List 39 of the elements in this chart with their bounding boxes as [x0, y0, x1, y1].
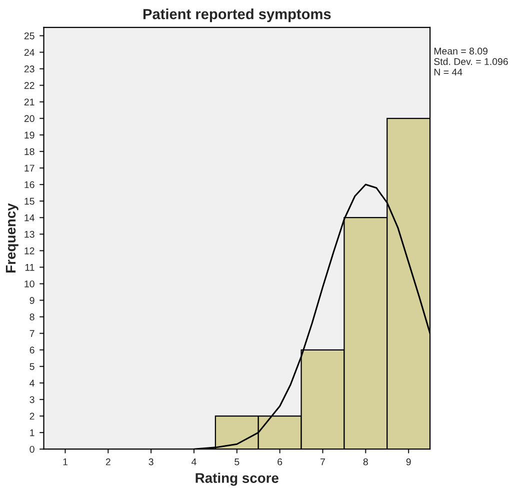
y-tick-label: 24 [24, 48, 34, 56]
x-tick-label: 8 [363, 458, 368, 466]
chart-title: Patient reported symptoms [143, 8, 331, 22]
y-tick-label: 2 [30, 412, 34, 420]
x-tick-label: 4 [192, 458, 196, 466]
y-tick-label: 12 [24, 247, 34, 254]
y-tick-label: 17 [24, 164, 34, 172]
x-tick-label: 6 [278, 458, 282, 466]
x-tick-label: 7 [320, 458, 325, 466]
y-tick-label: 4 [30, 380, 34, 386]
y-tick-label: 22 [24, 82, 34, 89]
y-tick-label: 8 [30, 314, 34, 320]
x-tick-label: 5 [234, 458, 240, 466]
x-tick-label: 3 [148, 458, 154, 466]
text: Mean = 8.09 Std. Dev. = 1.096 N = 44 [434, 48, 508, 76]
y-tick-label: 3 [30, 396, 34, 404]
y-tick-label: 23 [24, 66, 34, 72]
x-tick-label: 1 [63, 458, 68, 466]
y-tick-label: 19 [24, 132, 34, 139]
y-tick-label: 7 [30, 330, 34, 337]
y-tick-label: 5 [30, 363, 34, 370]
x-tick-label: 2 [106, 458, 110, 466]
x-tick-label: 9 [406, 458, 411, 466]
y-tick-label: 1 [30, 429, 34, 436]
y-axis-title: Frequency [6, 203, 18, 272]
y-tick-label: 25 [24, 32, 34, 40]
y-tick-label: 6 [30, 346, 34, 354]
y-tick-label: 20 [24, 115, 34, 122]
y-tick-label: 14 [24, 214, 34, 222]
y-tick-label: 13 [24, 230, 34, 238]
y-tick-label: 11 [25, 264, 34, 271]
y-tick-label: 0 [30, 446, 34, 453]
y-tick-label: 21 [24, 98, 34, 106]
x-axis-title: Rating score [196, 472, 278, 486]
y-tick-label: 18 [24, 148, 34, 156]
y-tick-label: 16 [24, 181, 34, 188]
y-tick-label: 10 [24, 280, 34, 288]
y-tick-label: 9 [30, 297, 34, 304]
y-tick-label: 15 [24, 198, 34, 205]
